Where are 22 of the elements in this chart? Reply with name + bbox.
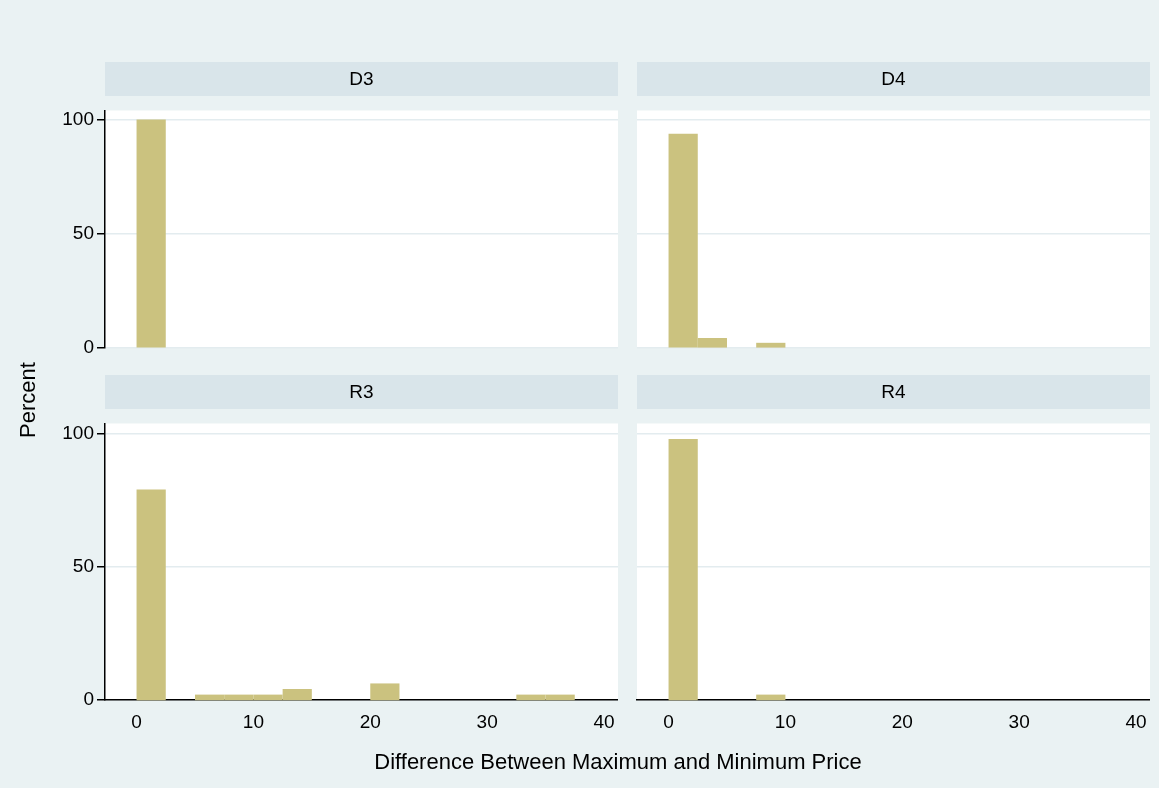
y-tick-label: 0 bbox=[83, 335, 94, 357]
x-tick-label: 20 bbox=[891, 710, 913, 732]
x-tick-label: 10 bbox=[774, 710, 796, 732]
chart-title: R3 bbox=[105, 375, 618, 409]
y-tick-label: 0 bbox=[83, 688, 94, 710]
x-tick-label: 40 bbox=[1125, 710, 1147, 732]
y-tick-label: 50 bbox=[72, 221, 94, 243]
y-axis-title: Percent bbox=[15, 362, 41, 438]
x-tick-label: 10 bbox=[242, 710, 264, 732]
chart-title: R4 bbox=[637, 375, 1150, 409]
x-tick-label: 30 bbox=[1008, 710, 1030, 732]
x-tick-label: 0 bbox=[131, 710, 142, 732]
chart-title: D3 bbox=[105, 62, 618, 96]
x-tick-label: 20 bbox=[359, 710, 381, 732]
y-tick-label: 100 bbox=[62, 422, 94, 444]
y-tick-label: 100 bbox=[62, 107, 94, 129]
y-tick-label: 50 bbox=[72, 555, 94, 577]
x-axis-title: Difference Between Maximum and Minimum Price bbox=[374, 749, 862, 775]
chart-title: D4 bbox=[637, 62, 1150, 96]
x-tick-label: 0 bbox=[663, 710, 674, 732]
x-tick-label: 40 bbox=[593, 710, 615, 732]
x-tick-label: 30 bbox=[476, 710, 498, 732]
